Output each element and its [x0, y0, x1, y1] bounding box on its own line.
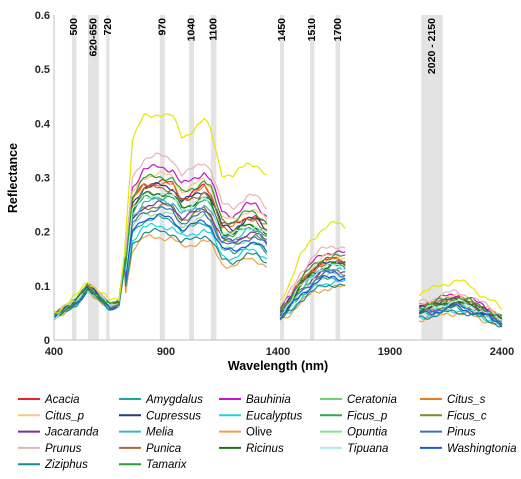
- legend-label-12: Olive: [246, 427, 272, 439]
- band-label-3: 970: [156, 18, 168, 36]
- legend-label-16: Punica: [146, 443, 181, 455]
- band-label-4: 1040: [186, 18, 198, 42]
- legend-label-9: Ficus_c: [447, 410, 487, 422]
- y-tick-label-5: 0.5: [35, 64, 50, 76]
- band-9: [421, 15, 443, 340]
- band-label-8: 1700: [332, 18, 344, 42]
- y-axis-title: Reflectance: [6, 143, 20, 213]
- legend-label-21: Tamarix: [146, 459, 188, 471]
- band-4: [189, 15, 194, 340]
- band-7: [310, 15, 315, 340]
- legend-label-3: Ceratonia: [347, 394, 397, 406]
- legend-label-5: Citus_p: [45, 410, 85, 422]
- x-tick-label-1: 900: [157, 346, 175, 358]
- legend-label-2: Bauhinia: [246, 394, 291, 406]
- legend-label-18: Tipuana: [347, 443, 388, 455]
- x-axis-title: Wavelength (nm): [228, 359, 328, 373]
- tick-labels: 400 900 1400 1900 2400 0 0.1 0.2 0.3 0.4 0.5 0.6: [35, 10, 515, 358]
- legend-label-17: Ricinus: [246, 443, 284, 455]
- x-tick-label-0: 400: [45, 346, 63, 358]
- legend-label-14: Pinus: [447, 427, 476, 439]
- band-0: [71, 15, 77, 340]
- absorption-bands: 500 620-650 720 970 1040 1100 1450 1510 1700 2020…: [68, 15, 443, 340]
- band-label-7: 1510: [306, 18, 318, 42]
- y-tick-label-6: 0.6: [35, 10, 50, 22]
- band-2: [106, 15, 110, 340]
- legend-label-20: Ziziphus: [44, 459, 88, 471]
- legend-label-13: Opuntia: [347, 427, 387, 439]
- legend-label-6: Cupressus: [146, 410, 201, 422]
- y-tick-label-3: 0.3: [35, 173, 50, 185]
- band-1: [88, 15, 99, 340]
- legend-label-0: Acacia: [44, 394, 80, 406]
- band-label-6: 1450: [276, 18, 288, 42]
- band-5: [210, 15, 217, 340]
- band-6: [280, 15, 285, 340]
- y-tick-label-2: 0.2: [35, 227, 50, 239]
- y-tick-label-1: 0.1: [35, 281, 50, 293]
- band-label-2: 720: [102, 18, 114, 36]
- legend: Acacia Amygdalus Bauhinia Ceratonia Citus_s C…: [18, 394, 516, 471]
- y-tick-label-4: 0.4: [35, 118, 51, 130]
- legend-label-7: Eucalyptus: [246, 410, 303, 422]
- series-line-22: [53, 113, 503, 314]
- axes: [53, 15, 502, 341]
- legend-label-10: Jacaranda: [44, 427, 99, 439]
- x-tick-label-2: 1400: [266, 346, 290, 358]
- y-tick-label-0: 0: [44, 335, 50, 347]
- x-tick-label-3: 1900: [378, 346, 402, 358]
- legend-label-11: Melia: [146, 427, 173, 439]
- legend-label-15: Prunus: [45, 443, 82, 455]
- series-lines: [53, 113, 503, 328]
- band-label-9: 2020 - 2150: [426, 18, 438, 74]
- band-label-5: 1100: [208, 18, 220, 41]
- legend-label-8: Ficus_p: [347, 410, 388, 422]
- band-label-1: 620-650: [87, 18, 99, 57]
- legend-label-4: Citus_s: [447, 394, 486, 406]
- legend-label-1: Amygdalus: [145, 394, 203, 406]
- band-label-0: 500: [68, 18, 80, 36]
- band-8: [335, 15, 341, 340]
- series-line-20: [53, 227, 503, 328]
- x-tick-label-4: 2400: [490, 346, 514, 358]
- legend-label-19: Washingtonia: [447, 443, 516, 455]
